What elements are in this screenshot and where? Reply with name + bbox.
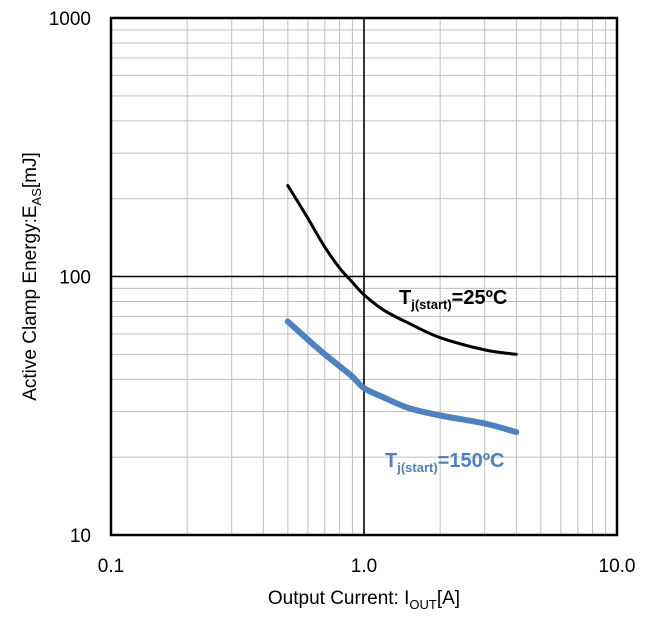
- series-label-150c: Tj(start)=150ºC: [385, 450, 504, 475]
- y-tick-label: 100: [59, 268, 91, 289]
- y-axis-title: Active Clamp Energy:EAS[mJ]: [20, 152, 44, 401]
- plot-frame: [109, 16, 619, 537]
- y-axis-title-main: Active Clamp Energy:E: [20, 205, 41, 400]
- y-axis-title-suffix: [mJ]: [20, 152, 41, 188]
- x-axis-title: Output Current: IOUT[A]: [268, 588, 460, 612]
- series-label-25c-sub: j(start): [410, 297, 451, 312]
- x-tick-label: 0.1: [98, 556, 124, 577]
- series-line-25c: [286, 184, 518, 356]
- series-line-150c: [284, 318, 520, 436]
- y-tick-label: 10: [70, 526, 91, 547]
- tick-labels: 0.1 1.0 10.0 10 100 1000: [49, 9, 636, 577]
- series-label-25c: Tj(start)=25ºC: [399, 287, 507, 312]
- series-label-150c-sub: j(start): [396, 460, 437, 475]
- series-layer: [284, 184, 520, 436]
- series-label-25c-suffix: =25ºC: [452, 287, 508, 309]
- x-tick-label: 10.0: [599, 556, 636, 577]
- x-axis-title-suffix: [A]: [437, 588, 460, 609]
- y-axis-title-sub: AS: [29, 188, 44, 206]
- series-label-150c-main: T: [385, 450, 397, 472]
- x-tick-label: 1.0: [351, 556, 377, 577]
- series-label-25c-main: T: [399, 287, 411, 309]
- y-tick-label: 1000: [49, 9, 91, 30]
- x-axis-title-sub: OUT: [409, 597, 437, 612]
- series-label-150c-suffix: =150ºC: [438, 450, 505, 472]
- x-axis-title-main: Output Current: I: [268, 588, 410, 609]
- major-grid: [111, 18, 617, 535]
